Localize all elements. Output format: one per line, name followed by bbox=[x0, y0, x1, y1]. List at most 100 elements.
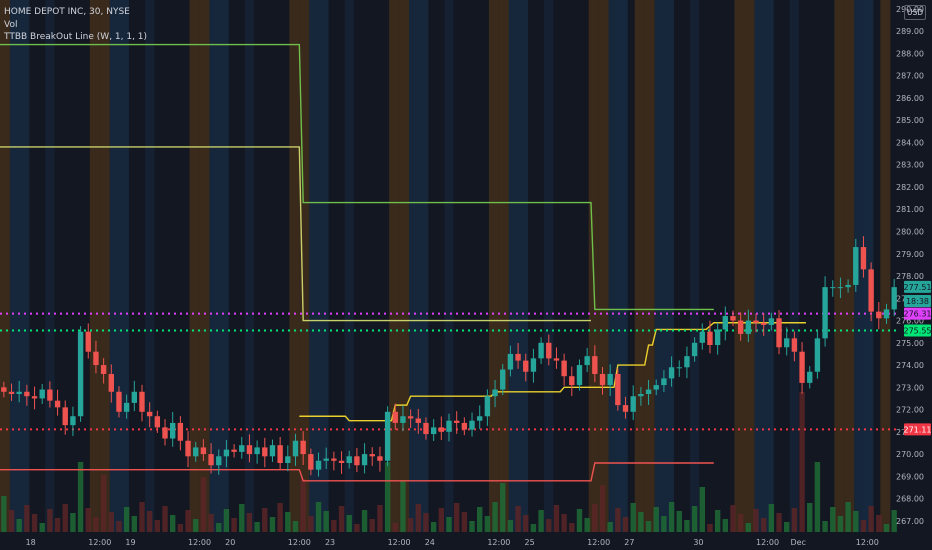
candle-body bbox=[492, 389, 498, 397]
candle-body bbox=[837, 287, 844, 289]
candle-body bbox=[384, 411, 391, 461]
price-tag bbox=[904, 324, 931, 337]
volume-bar bbox=[39, 523, 45, 532]
candle-body bbox=[868, 269, 874, 312]
candle-body bbox=[154, 416, 161, 428]
volume-bar bbox=[31, 514, 38, 532]
candle-body bbox=[200, 447, 207, 455]
price-tick-label: 268.00 bbox=[896, 495, 924, 504]
candle-body bbox=[500, 369, 506, 390]
candle-body bbox=[845, 284, 851, 288]
candle-body bbox=[216, 456, 222, 466]
candle-body bbox=[737, 320, 744, 334]
candle-body bbox=[39, 389, 45, 399]
volume-bar bbox=[768, 504, 775, 532]
volume-bar bbox=[108, 512, 114, 532]
candle-body bbox=[546, 342, 552, 359]
price-tick-label: 270.00 bbox=[896, 450, 924, 459]
currency-badge[interactable]: USD bbox=[904, 5, 926, 20]
candle-body bbox=[100, 365, 107, 374]
volume-bar bbox=[123, 507, 130, 532]
time-tick-label: 12:00 bbox=[288, 538, 311, 547]
candle-body bbox=[661, 378, 667, 386]
candle-body bbox=[830, 287, 836, 289]
volume-bar bbox=[546, 519, 552, 532]
time-tick-label: Dec bbox=[790, 538, 805, 547]
price-tick-label: 283.00 bbox=[896, 161, 924, 170]
indicator-label[interactable]: TTBB BreakOut Line (W, 1, 1, 1) bbox=[4, 32, 148, 42]
volume-bar bbox=[807, 503, 813, 532]
candle-body bbox=[116, 391, 122, 412]
breakout-step-line bbox=[0, 43, 714, 311]
price-tick-label: 267.00 bbox=[896, 517, 924, 526]
price-tick-label: 286.00 bbox=[896, 94, 924, 103]
price-tick-label: 273.00 bbox=[896, 383, 924, 392]
candle-body bbox=[822, 287, 828, 339]
volume-bar bbox=[54, 518, 61, 532]
price-tag bbox=[904, 294, 931, 307]
candle-body bbox=[446, 420, 452, 432]
candle-body bbox=[891, 287, 897, 310]
volume-bar bbox=[553, 505, 560, 532]
session-band-open bbox=[99, 0, 110, 532]
volume-bar bbox=[868, 506, 874, 532]
volume-bar bbox=[438, 508, 445, 532]
price-tag-label: 18:38 bbox=[906, 297, 929, 306]
volume-bar bbox=[699, 487, 705, 532]
volume-bar bbox=[139, 502, 145, 532]
price-tag bbox=[904, 423, 931, 436]
candle-body bbox=[300, 440, 306, 455]
candle-body bbox=[108, 373, 114, 392]
volume-bar bbox=[216, 523, 222, 532]
volume-bar bbox=[515, 506, 521, 532]
volume-bar bbox=[300, 479, 306, 532]
candle-body bbox=[193, 447, 199, 457]
candle-body bbox=[760, 322, 767, 325]
volume-bar bbox=[837, 516, 844, 532]
volume-bar bbox=[576, 509, 583, 532]
candle-body bbox=[569, 376, 575, 386]
candle-body bbox=[185, 440, 191, 457]
volume-label[interactable]: Vol bbox=[4, 19, 18, 30]
price-tag bbox=[904, 307, 931, 320]
candle-body bbox=[453, 420, 460, 423]
candle-body bbox=[615, 373, 621, 406]
candle-body bbox=[707, 331, 713, 346]
volume-bar bbox=[346, 515, 352, 532]
volume-bar bbox=[883, 524, 890, 532]
volume-bar bbox=[469, 521, 475, 532]
candle-body bbox=[768, 318, 775, 325]
candle-body bbox=[162, 427, 168, 439]
volume-bar bbox=[16, 519, 22, 532]
price-tick-label: 285.00 bbox=[896, 116, 924, 125]
price-tick-label: 272.00 bbox=[896, 406, 924, 415]
price-tick-label: 290.00 bbox=[896, 5, 924, 14]
volume-bars bbox=[1, 392, 897, 532]
volume-bar bbox=[737, 514, 744, 532]
price-tick-label: 282.00 bbox=[896, 183, 924, 192]
volume-bar bbox=[70, 513, 76, 532]
session-band-open bbox=[199, 0, 210, 532]
session-band-morning bbox=[9, 0, 30, 532]
volume-bar bbox=[185, 510, 191, 532]
volume-bar bbox=[484, 516, 491, 532]
volume-bar bbox=[77, 462, 84, 532]
candle-body bbox=[285, 456, 291, 463]
price-tag-label: 277.51 bbox=[904, 283, 932, 292]
volume-bar bbox=[338, 506, 345, 532]
volume-bar bbox=[47, 509, 53, 532]
candle-body bbox=[277, 445, 283, 463]
symbol-title[interactable]: HOME DEPOT INC, 30, NYSE bbox=[4, 7, 130, 17]
candle-body bbox=[791, 338, 798, 352]
time-tick-label: 19 bbox=[125, 538, 135, 547]
volume-bar bbox=[584, 518, 590, 532]
volume-bar bbox=[845, 502, 851, 532]
candle-body bbox=[308, 454, 314, 470]
price-tick-label: 284.00 bbox=[896, 138, 924, 147]
price-tick-label: 289.00 bbox=[896, 27, 924, 36]
session-band-close bbox=[734, 0, 745, 532]
price-tag-label: 275.55 bbox=[904, 327, 932, 336]
volume-bar bbox=[407, 518, 414, 532]
volume-bar bbox=[384, 462, 391, 532]
